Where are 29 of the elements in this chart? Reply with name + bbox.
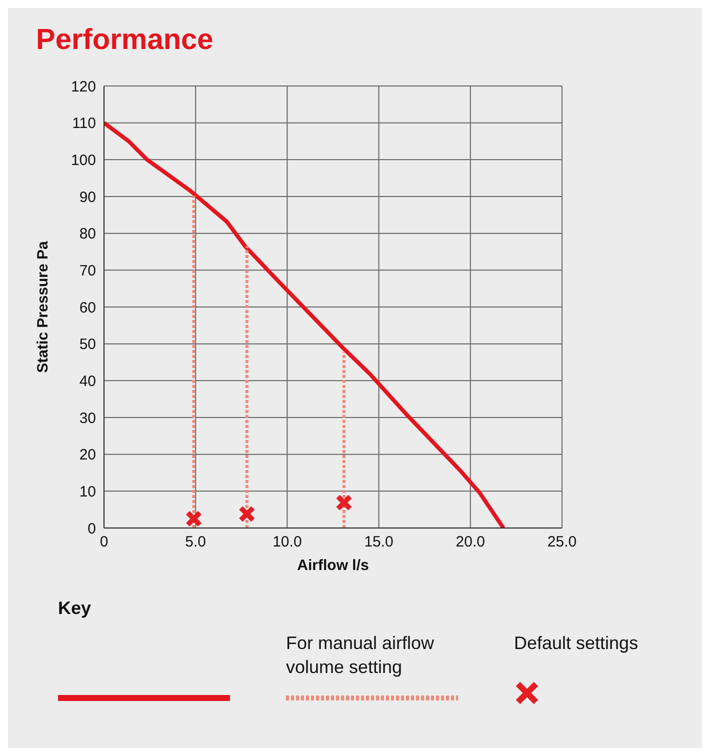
y-tick-label: 60 [79,299,96,316]
y-axis-title: Static Pressure Pa [34,240,52,373]
y-tick-label: 50 [79,336,96,354]
x-tick-label: 20.0 [456,534,485,551]
point [238,506,256,523]
y-tick-label: 70 [79,262,96,280]
x-tick-label: 25.0 [547,534,577,551]
y-tick-label: 30 [79,410,96,427]
text: For manual airflow volume setting [286,632,436,679]
x-tick-label: 0 [100,534,108,551]
y-tick-label: 120 [70,78,96,96]
x-tick-label: 15.0 [364,534,394,551]
x-tick-label: 5.0 [185,534,206,551]
legend-title: Key [58,598,92,619]
y-tick-label: 40 [79,372,96,390]
x-axis-title: Airflow l/s [297,557,369,574]
text: Default settings [514,632,640,655]
y-tick-label: 20 [79,446,96,464]
y-tick-label: 80 [79,226,96,243]
y-tick-label: 90 [79,188,96,206]
y-tick-label: 0 [88,520,96,538]
point [335,494,352,512]
y-tick-label: 10 [79,483,96,500]
x-tick-label: 10.0 [272,534,302,551]
line-series [104,120,506,528]
y-tick-label: 110 [72,115,96,132]
y-tick-label: 100 [70,152,96,169]
chart-title: Performance [35,23,214,58]
point [185,510,202,528]
